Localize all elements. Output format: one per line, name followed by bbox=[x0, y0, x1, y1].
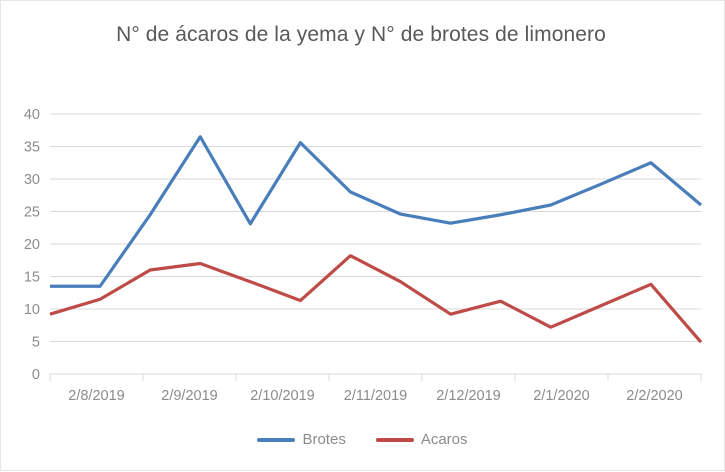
x-axis-tick-label: 2/9/2019 bbox=[161, 388, 217, 404]
y-axis-tick-label: 15 bbox=[24, 270, 40, 286]
y-axis-tick-label: 5 bbox=[32, 335, 40, 351]
legend-item-acaros[interactable]: Acaros bbox=[375, 431, 468, 448]
series-line-brotes bbox=[50, 135, 703, 288]
x-axis-tick-labels: 2/8/2019 2/9/2019 2/10/2019 2/11/2019 2/12/2… bbox=[68, 388, 682, 404]
legend-label: Brotes bbox=[302, 431, 346, 448]
x-axis-tick-label: 2/10/2019 bbox=[250, 388, 315, 404]
x-axis-tick-label: 2/2/2020 bbox=[626, 388, 682, 404]
y-axis-tick-labels: 0 5 10 15 20 25 30 35 40 bbox=[24, 107, 40, 383]
y-axis-tick-label: 0 bbox=[32, 367, 40, 383]
series-line-acaros bbox=[49, 254, 703, 344]
gridlines bbox=[50, 113, 701, 375]
y-axis-tick-label: 25 bbox=[24, 205, 40, 221]
x-axis-tick-label: 2/11/2019 bbox=[344, 388, 407, 404]
x-axis-tick-label: 2/12/2019 bbox=[436, 388, 501, 404]
x-axis bbox=[49, 374, 702, 381]
y-axis-tick-label: 35 bbox=[24, 140, 40, 156]
legend-label: Acaros bbox=[420, 431, 468, 448]
data-series bbox=[49, 135, 703, 344]
chart-legend: Brotes Acaros bbox=[1, 431, 724, 448]
legend-swatch-icon bbox=[375, 437, 414, 442]
y-axis-tick-label: 40 bbox=[24, 107, 40, 123]
y-axis-tick-label: 20 bbox=[24, 237, 40, 253]
y-axis-tick-label: 30 bbox=[24, 172, 40, 188]
legend-item-brotes[interactable]: Brotes bbox=[257, 431, 346, 448]
x-axis-tick-label: 2/1/2020 bbox=[533, 388, 589, 404]
y-axis-tick-label: 10 bbox=[24, 302, 40, 318]
legend-swatch-icon bbox=[257, 437, 296, 442]
chart-title: N° de ácaros de la yema y N° de brotes d… bbox=[116, 23, 606, 46]
x-axis-tick-label: 2/8/2019 bbox=[68, 388, 124, 404]
